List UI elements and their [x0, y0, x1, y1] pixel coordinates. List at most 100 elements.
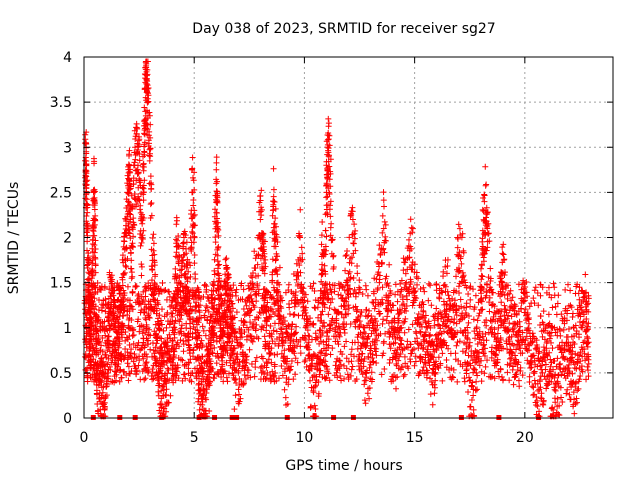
data-point-marker [84, 378, 91, 385]
data-point-marker [455, 221, 462, 228]
data-point-marker [177, 337, 184, 344]
data-point-marker [90, 224, 97, 231]
data-point-marker [479, 273, 486, 280]
data-point-marker [333, 358, 340, 365]
data-point-marker [126, 307, 133, 314]
data-point-marker [170, 324, 177, 331]
data-point-marker [551, 284, 558, 291]
data-point-marker [159, 280, 166, 287]
data-point-marker [401, 318, 408, 325]
data-point-marker [322, 227, 329, 234]
data-point-marker [166, 331, 173, 338]
data-point-marker [88, 293, 95, 300]
data-point-marker [271, 220, 278, 227]
data-point-marker [342, 267, 349, 274]
data-point-marker [127, 166, 134, 173]
data-point-marker [114, 314, 121, 321]
data-point-marker [112, 377, 119, 384]
data-point-marker [537, 313, 544, 320]
data-point-marker [169, 310, 176, 317]
data-point-marker [246, 346, 253, 353]
data-point-marker [128, 316, 135, 323]
data-point-marker [454, 378, 461, 385]
data-point-marker [116, 340, 123, 347]
data-point-marker [151, 262, 158, 269]
data-point-marker [88, 283, 95, 290]
data-point-marker [91, 242, 98, 249]
data-point-marker [95, 339, 102, 346]
data-point-marker [164, 339, 171, 346]
data-point-marker [573, 379, 580, 386]
data-point-marker [498, 299, 505, 306]
data-point-marker [149, 366, 156, 373]
data-point-marker [381, 218, 388, 225]
data-point-marker [172, 265, 179, 272]
data-point-marker [84, 276, 91, 283]
data-point-marker [482, 363, 489, 370]
data-point-marker [479, 333, 486, 340]
data-point-marker [555, 292, 562, 299]
data-point-marker [130, 332, 137, 339]
data-point-marker [92, 269, 99, 276]
data-point-marker [203, 303, 210, 310]
data-point-marker [152, 321, 159, 328]
data-point-marker [158, 401, 165, 408]
data-point-marker [138, 272, 145, 279]
data-point-marker [499, 244, 506, 251]
data-point-marker [453, 342, 460, 349]
data-point-marker [270, 165, 277, 172]
data-point-marker [151, 290, 158, 297]
data-point-marker [141, 344, 148, 351]
data-point-marker [88, 315, 95, 322]
data-point-marker [420, 284, 427, 291]
data-point-marker [89, 298, 96, 305]
data-point-marker [134, 125, 141, 132]
data-point-marker [103, 392, 110, 399]
data-point-marker [500, 241, 507, 248]
data-point-marker [263, 327, 270, 334]
data-point-marker [366, 395, 373, 402]
data-point-marker [129, 306, 136, 313]
data-point-marker [128, 303, 135, 310]
data-point-marker [312, 405, 319, 412]
data-point-marker [400, 373, 407, 380]
data-point-marker [576, 334, 583, 341]
data-point-marker [128, 346, 135, 353]
data-point-marker [567, 287, 574, 294]
data-point-marker [159, 321, 166, 328]
data-point-marker [233, 286, 240, 293]
data-point-marker [135, 196, 142, 203]
data-point-marker [150, 231, 157, 238]
data-point-marker [526, 379, 533, 386]
data-point-marker [153, 333, 160, 340]
data-point-marker [94, 327, 101, 334]
data-point-marker [487, 317, 494, 324]
data-point-marker [135, 162, 142, 169]
data-point-marker [121, 368, 128, 375]
data-point-marker [140, 227, 147, 234]
data-point-marker [92, 321, 99, 328]
data-point-marker [384, 313, 391, 320]
data-point-marker [329, 345, 336, 352]
data-point-marker [126, 186, 133, 193]
data-point-marker [232, 392, 239, 399]
data-point-marker [145, 310, 152, 317]
data-point-marker [394, 298, 401, 305]
data-point-marker [354, 263, 361, 270]
data-point-marker [149, 235, 156, 242]
data-point-marker [344, 371, 351, 378]
data-point-marker [101, 405, 108, 412]
data-point-marker [117, 285, 124, 292]
data-point-marker [178, 266, 185, 273]
data-point-marker [98, 379, 105, 386]
data-point-marker [112, 368, 119, 375]
data-point-marker [349, 216, 356, 223]
data-point-marker [457, 296, 464, 303]
data-point-marker [506, 290, 513, 297]
data-point-marker [314, 304, 321, 311]
data-point-marker [146, 140, 153, 147]
data-point-marker [140, 339, 147, 346]
data-point-marker [86, 255, 93, 262]
data-point-marker [356, 277, 363, 284]
data-point-marker [190, 196, 197, 203]
